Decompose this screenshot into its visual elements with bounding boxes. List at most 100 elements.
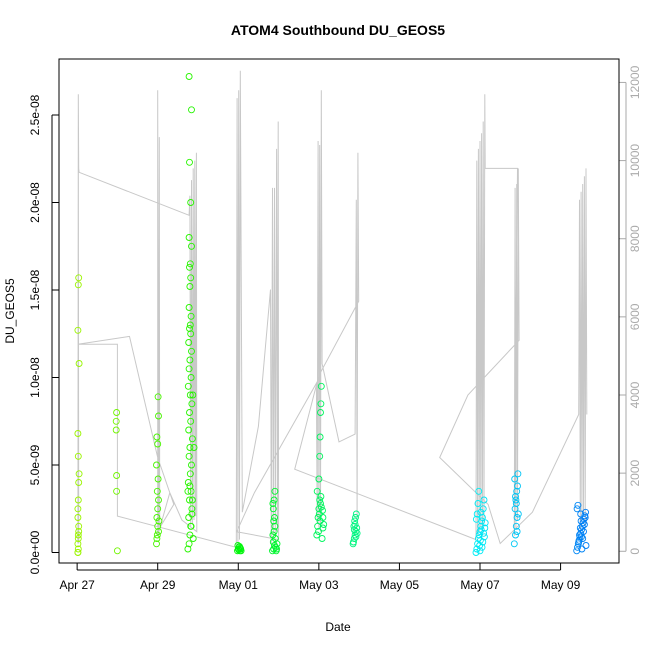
y-tick-label: 2.0e-08 [28, 182, 42, 223]
data-point [188, 106, 195, 114]
data-point [74, 505, 82, 513]
data-point [269, 531, 277, 539]
data-point [74, 452, 82, 460]
data-point [574, 543, 581, 551]
data-point [319, 507, 326, 514]
data-point [188, 496, 196, 504]
data-point [513, 528, 521, 535]
y2-tick-label: 4000 [628, 381, 642, 408]
data-point [154, 505, 162, 513]
data-point [480, 533, 488, 541]
data-point [188, 505, 196, 513]
data-point [74, 545, 82, 553]
data-point [317, 382, 325, 390]
data-point [186, 391, 194, 399]
data-point [155, 528, 162, 535]
data-point [186, 263, 193, 271]
data-point [582, 508, 590, 516]
data-point [472, 515, 480, 523]
data-point [269, 505, 277, 513]
data-point [75, 274, 83, 282]
data-point [187, 312, 195, 320]
data-point [512, 500, 520, 507]
data-point [574, 501, 582, 509]
x-tick-label: May 01 [219, 578, 259, 592]
data-point [580, 521, 588, 528]
data-point [113, 487, 121, 495]
data-point [512, 493, 519, 500]
data-point [269, 500, 277, 507]
data-point [186, 409, 193, 416]
y-tick-label: 1.0e-08 [28, 357, 42, 398]
data-point [153, 535, 161, 542]
data-point [475, 487, 483, 495]
data-point [476, 547, 484, 555]
data-point [75, 360, 83, 367]
x-tick-label: Apr 27 [59, 578, 95, 592]
data-point [319, 514, 327, 521]
data-point [511, 505, 519, 513]
data-point [187, 522, 195, 530]
y-tick-label: 1.5e-08 [28, 269, 42, 310]
data-point [473, 510, 481, 518]
data-point [480, 529, 488, 537]
data-point [350, 535, 358, 542]
data-point [155, 496, 162, 504]
data-point [153, 433, 161, 441]
data-point [271, 514, 278, 521]
data-point [270, 528, 278, 535]
data-point [513, 514, 521, 521]
data-point [577, 510, 585, 518]
data-point [113, 409, 121, 416]
y-axis-label: DU_GEOS5 [3, 278, 17, 344]
data-point [236, 542, 243, 550]
data-point [187, 330, 195, 338]
data-point [313, 487, 321, 495]
data-point [155, 412, 162, 420]
data-point [573, 505, 581, 513]
data-point [74, 281, 82, 289]
data-point [112, 417, 120, 425]
x-tick-label: May 03 [299, 578, 339, 592]
data-point [185, 304, 193, 311]
data-point [188, 461, 195, 469]
data-point [185, 452, 193, 460]
data-point [187, 417, 195, 425]
data-point [188, 435, 196, 443]
data-point [185, 540, 193, 548]
data-point [472, 549, 480, 556]
data-point [317, 493, 325, 500]
data-point [316, 433, 324, 441]
x-tick-label: May 05 [380, 578, 420, 592]
data-point [477, 526, 485, 534]
data-point [510, 540, 518, 548]
data-point [579, 535, 587, 542]
data-point [186, 356, 194, 364]
x-tick-label: Apr 29 [140, 578, 176, 592]
data-point [314, 514, 322, 521]
data-point [578, 522, 586, 530]
data-point [186, 470, 194, 478]
data-point [113, 547, 121, 555]
data-point [352, 510, 360, 518]
x-tick-label: May 07 [460, 578, 500, 592]
data-point [112, 426, 120, 434]
data-point [184, 545, 192, 553]
data-point [185, 73, 193, 80]
data-point [187, 374, 195, 381]
data-point [186, 321, 194, 329]
y2-tick-label: 6000 [628, 303, 642, 330]
data-point [154, 440, 162, 448]
data-point [271, 522, 279, 530]
x-tick-label: May 09 [541, 578, 581, 592]
data-point [185, 365, 193, 373]
data-point [575, 538, 583, 546]
data-point [75, 522, 83, 530]
data-point [317, 409, 324, 416]
data-point [186, 158, 193, 166]
data-point [74, 531, 82, 539]
y-tick-label: 5.0e-09 [28, 444, 42, 485]
right-axis: 0 2000 4000 6000 8000 10000 12000 [619, 65, 642, 555]
data-point [318, 535, 326, 542]
